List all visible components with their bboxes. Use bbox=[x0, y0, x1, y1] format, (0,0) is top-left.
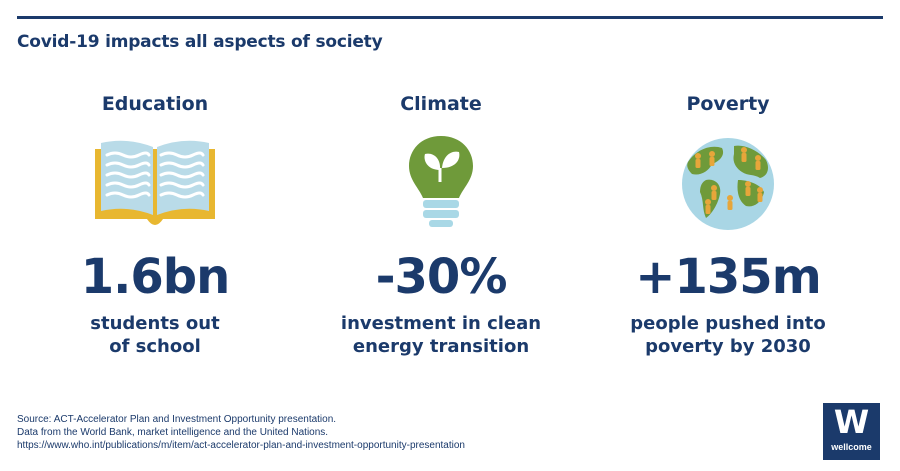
globe-people-icon bbox=[593, 132, 863, 232]
climate-desc-line2: energy transition bbox=[352, 336, 530, 357]
education-description: students out of school bbox=[20, 312, 290, 358]
globe-people-icon bbox=[682, 138, 774, 230]
climate-title: Climate bbox=[400, 93, 482, 115]
climate-stat: -30% bbox=[375, 249, 508, 305]
climate-description: investment in clean energy transition bbox=[306, 312, 576, 358]
source-url[interactable]: https://www.who.int/publications/m/item/… bbox=[17, 440, 465, 451]
poverty-desc-line2: poverty by 2030 bbox=[645, 336, 811, 357]
open-book-icon bbox=[20, 132, 290, 232]
education-desc-line1: students out bbox=[90, 313, 220, 334]
wellcome-logo: W wellcome bbox=[823, 403, 880, 460]
education-desc-line2: of school bbox=[109, 336, 201, 357]
eco-lightbulb-icon bbox=[306, 132, 576, 232]
poverty-stat: +135m bbox=[635, 249, 821, 305]
eco-lightbulb-icon bbox=[409, 136, 473, 227]
source-line: Source: ACT-Accelerator Plan and Investm… bbox=[17, 414, 337, 425]
open-book-icon bbox=[95, 140, 215, 225]
climate-desc-line1: investment in clean bbox=[340, 313, 542, 334]
education-title: Education bbox=[101, 93, 209, 115]
poverty-desc-line1: people pushed into bbox=[630, 313, 826, 334]
wellcome-logo-word: wellcome bbox=[831, 442, 872, 452]
poverty-title: Poverty bbox=[686, 93, 770, 115]
wellcome-logo-mark: W bbox=[833, 403, 870, 441]
data-line: Data from the World Bank, market intelli… bbox=[17, 427, 329, 438]
education-stat: 1.6bn bbox=[80, 249, 231, 305]
top-rule bbox=[17, 16, 883, 19]
source-footer: Source: ACT-Accelerator Plan and Investm… bbox=[17, 413, 465, 452]
climate-column: Climate -30% investment in clean energy … bbox=[306, 90, 576, 358]
poverty-description: people pushed into poverty by 2030 bbox=[593, 312, 863, 358]
education-column: Education 1.6bn students out of bbox=[20, 90, 290, 358]
poverty-column: Poverty +135m people pushed int bbox=[593, 90, 863, 358]
headline: Covid-19 impacts all aspects of society bbox=[17, 32, 383, 52]
